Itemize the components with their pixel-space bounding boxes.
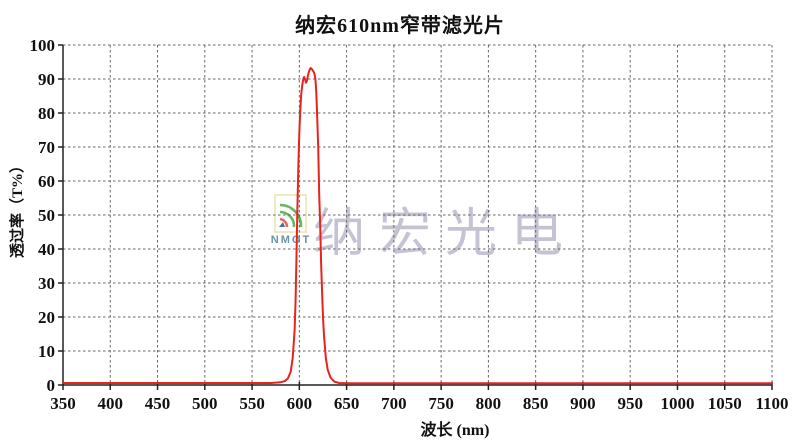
x-tick-label: 450	[145, 394, 171, 413]
y-tick-label: 30	[38, 274, 55, 293]
x-tick-label: 600	[287, 394, 313, 413]
y-tick-label: 60	[38, 172, 55, 191]
x-tick-label: 500	[192, 394, 218, 413]
x-tick-label: 900	[570, 394, 596, 413]
x-tick-label: 950	[617, 394, 643, 413]
x-tick-label: 650	[334, 394, 360, 413]
x-tick-label: 850	[523, 394, 549, 413]
series-line-transmittance	[62, 67, 773, 385]
x-tick-label: 550	[239, 394, 265, 413]
x-tick-label: 800	[476, 394, 502, 413]
y-tick-label: 50	[38, 206, 55, 225]
y-tick-label: 10	[38, 342, 55, 361]
y-tick-label: 0	[47, 376, 56, 395]
x-tick-label: 400	[98, 394, 124, 413]
y-tick-label: 70	[38, 138, 55, 157]
y-tick-label: 90	[38, 70, 55, 89]
y-tick-label: 80	[38, 104, 55, 123]
x-tick-label: 750	[428, 394, 454, 413]
x-tick-label: 350	[50, 394, 76, 413]
chart-title: 纳宏610nm窄带滤光片	[295, 15, 505, 37]
x-axis-label: 波长 (nm)	[420, 422, 490, 439]
x-tick-label: 1100	[755, 394, 788, 413]
y-tick-label: 20	[38, 308, 55, 327]
y-tick-label: 100	[30, 36, 56, 55]
x-tick-label: 700	[381, 394, 407, 413]
company-logo-icon	[274, 194, 307, 233]
y-tick-label: 40	[38, 240, 55, 259]
x-tick-label: 1050	[708, 394, 742, 413]
y-axis-label: 透过率（T%）	[10, 158, 26, 259]
x-tick-label: 1000	[660, 394, 694, 413]
